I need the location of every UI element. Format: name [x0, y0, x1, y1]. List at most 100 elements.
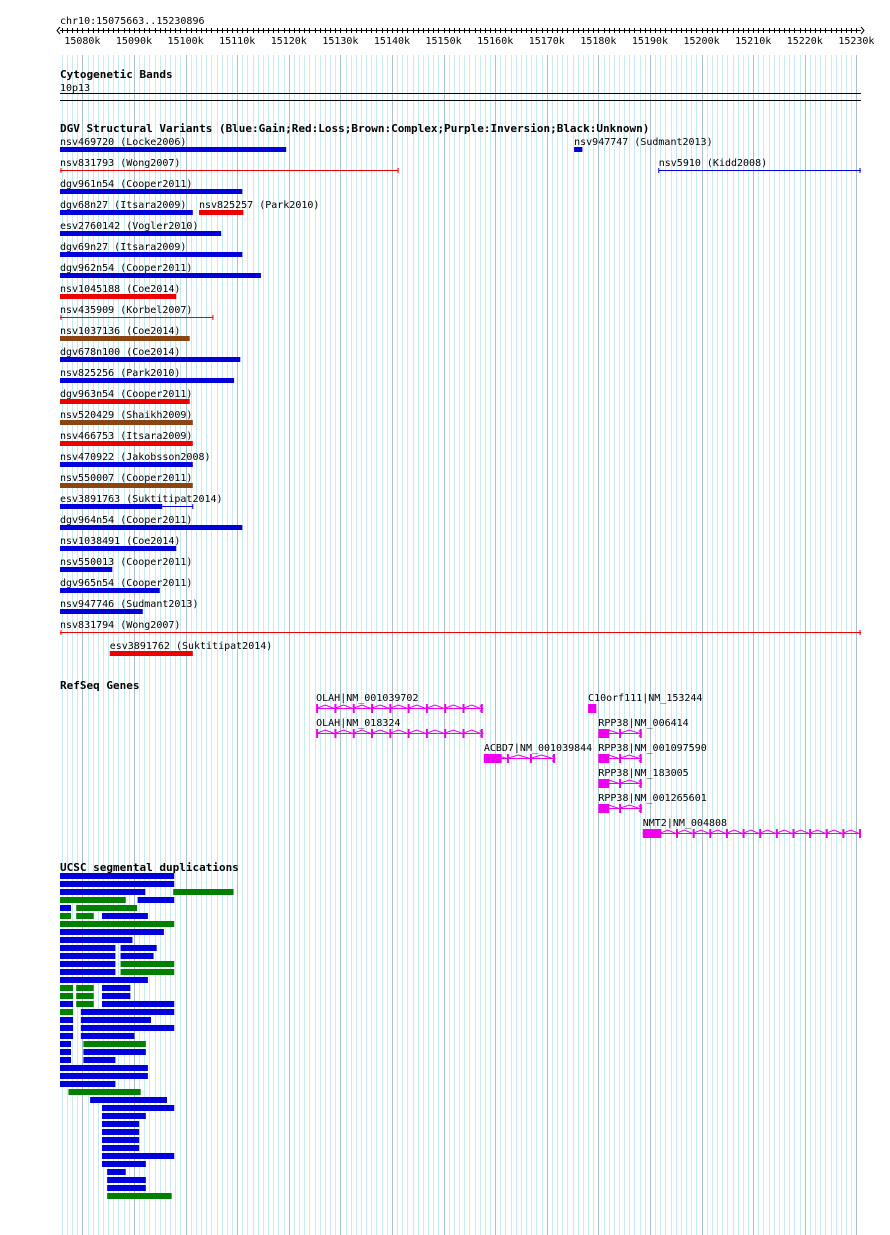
dgv-variant-label: nsv435909 (Korbel2007)	[60, 305, 192, 316]
dgv-variant-bar	[60, 567, 113, 572]
segdup-bar	[76, 993, 94, 999]
segdup-bar	[101, 1145, 140, 1151]
segdup-bar	[60, 897, 126, 903]
dgv-variant-label: dgv963n54 (Cooper2011)	[60, 389, 192, 400]
dgv-variant-bar	[60, 378, 235, 383]
gene-intron-chevron	[598, 729, 620, 734]
dgv-variant-bar	[60, 462, 193, 467]
ruler-left-arrow	[56, 26, 61, 35]
dgv-variant-label: nsv1037136 (Coe2014)	[60, 326, 180, 337]
segdup-bar	[101, 1001, 175, 1007]
dgv-variant-label: dgv68n27 (Itsara2009)	[60, 200, 186, 211]
dgv-track: DGV Structural Variants (Blue:Gain;Red:L…	[60, 122, 861, 656]
segdup-bar	[101, 1121, 140, 1127]
gene-intron-chevron	[642, 829, 660, 834]
dgv-variant-label: esv2760142 (Vogler2010)	[60, 221, 198, 232]
segdup-bar	[101, 1137, 140, 1143]
gene-intron-chevron	[808, 829, 826, 834]
dgv-variant-label: nsv947747 (Sudmant2013)	[574, 137, 712, 148]
segdup-bar	[83, 1049, 146, 1055]
vertical-grid-lines	[62, 55, 857, 1235]
gene-intron-chevron	[389, 704, 408, 709]
segdup-bar	[83, 1057, 116, 1063]
gene-exon	[859, 829, 861, 838]
gene-exon	[480, 729, 483, 738]
dgv-variant-label: nsv947746 (Sudmant2013)	[60, 599, 198, 610]
dgv-variant-bar	[60, 420, 193, 425]
segdup-bar	[60, 1001, 74, 1007]
ruler-tick-label: 15110k	[219, 36, 255, 47]
gene-intron-chevron	[315, 704, 335, 709]
segdup-bar	[60, 929, 164, 935]
segdup-bar	[60, 961, 116, 967]
segdup-bar	[60, 889, 146, 895]
gene-intron-chevron	[389, 729, 408, 734]
dgv-variant-bar	[60, 609, 143, 614]
dgv-variant-bar	[60, 147, 287, 152]
segdup-bar	[120, 969, 175, 975]
gene-intron-chevron	[407, 729, 427, 734]
dgv-variant-label: esv3891762 (Suktitipat2014)	[110, 641, 273, 652]
gene-label: RPP38|NM_001097590	[598, 743, 706, 754]
segdup-bar	[101, 985, 131, 991]
gene-intron-chevron	[775, 829, 793, 834]
segdup-bar	[60, 985, 74, 991]
dgv-variant-label: dgv69n27 (Itsara2009)	[60, 242, 186, 253]
segdup-bar	[76, 905, 138, 911]
segdup-bar	[76, 985, 94, 991]
segdup-bar	[107, 1185, 146, 1191]
dgv-variant-label: nsv470922 (Jakobsson2008)	[60, 452, 211, 463]
segdup-bar	[60, 1065, 148, 1071]
gene-model	[598, 804, 643, 813]
gene-intron-chevron	[483, 754, 508, 759]
segdup-bar	[60, 1057, 72, 1063]
segdup-bar	[60, 969, 116, 975]
segdup-bar	[76, 1001, 94, 1007]
dgv-variant-bar	[60, 273, 261, 278]
dgv-variant-bar	[198, 210, 244, 215]
segdup-bar	[120, 953, 154, 959]
dgv-variant-bar	[60, 483, 193, 488]
gene-intron-chevron	[370, 729, 390, 734]
dgv-variant-bar	[60, 525, 243, 530]
dgv-variant-bar	[574, 147, 583, 152]
segdup-bar	[101, 1161, 146, 1167]
gene-label: OLAH|NM_018324	[316, 718, 400, 729]
gene-model	[598, 729, 643, 738]
region-label: chr10:15075663..15230896	[60, 16, 205, 27]
gene-exon	[639, 729, 642, 738]
refseq-track: RefSeq Genes OLAH|NM_001039702 C10orf111|…	[60, 679, 861, 838]
segdup-track: UCSC segmental duplications	[60, 861, 239, 1199]
gene-intron-chevron	[598, 779, 620, 784]
gene-label: NMT2|NM_004808	[643, 818, 727, 829]
gene-exon	[480, 704, 483, 713]
dgv-track-title: DGV Structural Variants (Blue:Gain;Red:L…	[60, 122, 649, 135]
gene-intron-chevron	[792, 829, 810, 834]
gene-exon	[588, 704, 597, 713]
gene-intron-chevron	[352, 704, 372, 709]
segdup-bar	[107, 1193, 172, 1199]
gene-exon	[642, 829, 661, 838]
dgv-variant-bar	[60, 399, 190, 404]
gene-strand-arrow	[551, 755, 556, 762]
ruler-tick-label: 15230k	[838, 36, 874, 47]
gene-intron-chevron	[506, 754, 531, 759]
segdup-bar	[60, 1017, 74, 1023]
ruler-tick-label: 15190k	[632, 36, 668, 47]
gene-label: ACBD7|NM_001039844	[484, 743, 592, 754]
gene-intron-chevron	[725, 829, 743, 834]
segdup-bar	[60, 1041, 72, 1047]
segdup-bar	[101, 1153, 175, 1159]
ruler-tick-label: 15210k	[735, 36, 771, 47]
dgv-variant-label: nsv1045188 (Coe2014)	[60, 284, 180, 295]
segdup-bar	[80, 1025, 175, 1031]
gene-intron-chevron	[659, 829, 677, 834]
gene-label: C10orf111|NM_153244	[588, 693, 702, 704]
cytoband-track: Cytogenetic Bands 10p13	[60, 68, 861, 101]
ruler-tick-label: 15120k	[271, 36, 307, 47]
gene-intron-chevron	[425, 729, 445, 734]
ruler-tick-label: 15090k	[116, 36, 152, 47]
gene-label: RPP38|NM_006414	[598, 718, 688, 729]
segdup-bar	[68, 1089, 141, 1095]
gene-exon	[553, 754, 556, 763]
